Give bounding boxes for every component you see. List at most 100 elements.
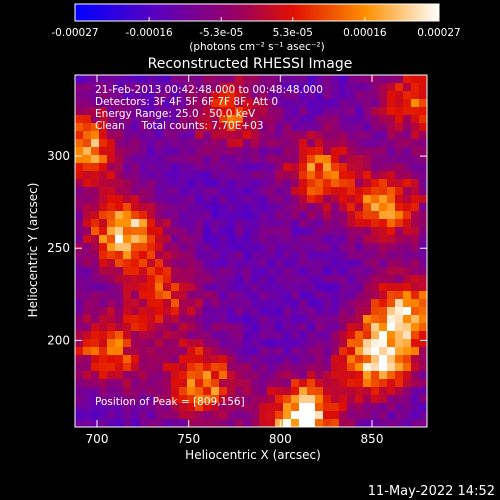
heatmap-cell	[203, 355, 212, 364]
heatmap-cell	[83, 227, 92, 236]
heatmap-cell	[387, 163, 396, 172]
heatmap-cell	[83, 155, 92, 164]
heatmap-cell	[139, 299, 148, 308]
heatmap-cell	[83, 275, 92, 284]
heatmap-cell	[243, 91, 252, 100]
heatmap-cell	[371, 411, 380, 420]
heatmap-cell	[315, 75, 324, 84]
heatmap-cell	[235, 419, 244, 428]
heatmap-cell	[107, 227, 116, 236]
heatmap-cell	[99, 355, 108, 364]
heatmap-cell	[171, 219, 180, 228]
heatmap-cell	[171, 211, 180, 220]
heatmap-cell	[211, 91, 220, 100]
heatmap-cell	[171, 203, 180, 212]
heatmap-cell	[155, 323, 164, 332]
heatmap-cell	[115, 315, 124, 324]
heatmap-cell	[403, 131, 412, 140]
heatmap-cell	[75, 347, 84, 356]
heatmap-cell	[419, 131, 428, 140]
heatmap-cell	[203, 387, 212, 396]
heatmap-cell	[347, 155, 356, 164]
heatmap-cell	[171, 187, 180, 196]
heatmap-cell	[163, 403, 172, 412]
heatmap-cell	[315, 99, 324, 108]
heatmap-cell	[115, 347, 124, 356]
heatmap-cell	[283, 171, 292, 180]
heatmap-cell	[331, 107, 340, 116]
heatmap-cell	[307, 251, 316, 260]
heatmap-cell	[227, 187, 236, 196]
heatmap-cell	[219, 259, 228, 268]
heatmap-cell	[355, 299, 364, 308]
heatmap-cell	[139, 219, 148, 228]
heatmap-cell	[211, 251, 220, 260]
heatmap-cell	[131, 387, 140, 396]
heatmap-cell	[219, 371, 228, 380]
heatmap-cell	[267, 123, 276, 132]
heatmap-cell	[123, 83, 132, 92]
heatmap-cell	[371, 283, 380, 292]
heatmap-cell	[75, 363, 84, 372]
heatmap-cell	[179, 363, 188, 372]
heatmap-cell	[251, 363, 260, 372]
heatmap-cell	[355, 371, 364, 380]
heatmap-cell	[203, 163, 212, 172]
heatmap-cell	[339, 387, 348, 396]
heatmap-cell	[203, 203, 212, 212]
heatmap-cell	[403, 75, 412, 84]
heatmap-cell	[347, 283, 356, 292]
heatmap-cell	[203, 347, 212, 356]
heatmap-cell	[219, 203, 228, 212]
heatmap-cell	[155, 91, 164, 100]
heatmap-cell	[235, 387, 244, 396]
heatmap-cell	[163, 339, 172, 348]
heatmap-cell	[75, 259, 84, 268]
heatmap-cell	[235, 291, 244, 300]
heatmap-cell	[323, 331, 332, 340]
heatmap-cell	[275, 347, 284, 356]
annotation-energy-range: Energy Range: 25.0 - 50.0 keV	[95, 108, 256, 120]
heatmap-cell	[211, 187, 220, 196]
heatmap-cell	[291, 411, 300, 420]
heatmap-cell	[395, 267, 404, 276]
heatmap-cell	[211, 363, 220, 372]
heatmap-cell	[123, 307, 132, 316]
heatmap-cell	[323, 131, 332, 140]
heatmap-cell	[259, 371, 268, 380]
heatmap-cell	[411, 147, 420, 156]
heatmap-cell	[163, 331, 172, 340]
heatmap-cell	[163, 347, 172, 356]
heatmap-cell	[419, 259, 428, 268]
heatmap-cell	[419, 139, 428, 148]
heatmap-cell	[403, 275, 412, 284]
heatmap-cell	[331, 379, 340, 388]
heatmap-cell	[411, 123, 420, 132]
heatmap-cell	[235, 339, 244, 348]
heatmap-cell	[211, 323, 220, 332]
heatmap-cell	[219, 179, 228, 188]
heatmap-cell	[171, 395, 180, 404]
heatmap-cell	[179, 83, 188, 92]
heatmap-cell	[347, 99, 356, 108]
heatmap-cell	[131, 259, 140, 268]
heatmap-cell	[99, 315, 108, 324]
heatmap-cell	[107, 235, 116, 244]
heatmap-cell	[195, 115, 204, 124]
heatmap-cell	[75, 187, 84, 196]
heatmap-cell	[99, 107, 108, 116]
heatmap-cell	[235, 315, 244, 324]
heatmap-cell	[211, 411, 220, 420]
heatmap-cell	[403, 323, 412, 332]
heatmap-cell	[163, 227, 172, 236]
heatmap-cell	[115, 259, 124, 268]
heatmap-cell	[83, 187, 92, 196]
heatmap-cell	[163, 291, 172, 300]
heatmap-cell	[355, 283, 364, 292]
heatmap-cell	[163, 411, 172, 420]
heatmap-cell	[187, 275, 196, 284]
heatmap-cell	[259, 323, 268, 332]
heatmap-cell	[283, 219, 292, 228]
heatmap-cell	[371, 275, 380, 284]
heatmap-cell	[331, 179, 340, 188]
